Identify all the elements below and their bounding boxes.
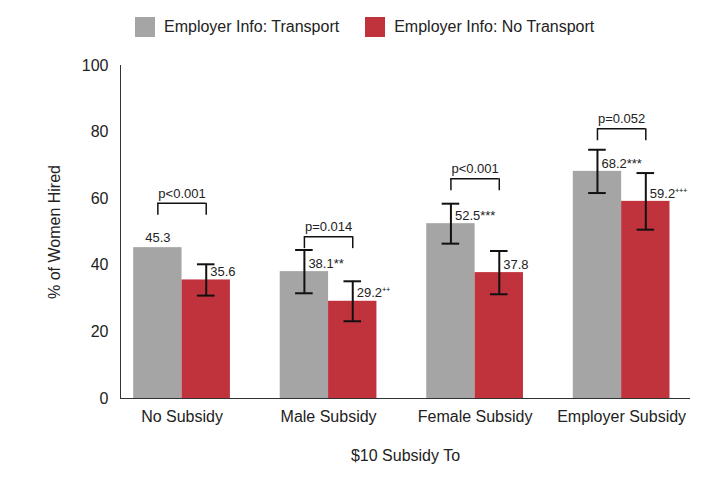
svg-text:40: 40 [91,256,109,273]
svg-text:Employer Subsidy: Employer Subsidy [557,408,686,425]
svg-text:80: 80 [91,123,109,140]
svg-text:Female Subsidy: Female Subsidy [418,408,533,425]
svg-text:45.3: 45.3 [145,230,170,245]
svg-text:100: 100 [82,57,109,74]
svg-text:No Subsidy: No Subsidy [141,408,223,425]
svg-text:p=0.014: p=0.014 [305,219,352,234]
html-text:Employer Info: No Transport: Employer Info: No Transport [394,18,595,35]
svg-text:$10 Subsidy To: $10 Subsidy To [351,447,460,464]
svg-text:% of Women Hired: % of Women Hired [46,165,63,299]
svg-text:p=0.052: p=0.052 [598,111,645,126]
svg-text:37.8: 37.8 [503,257,528,272]
svg-text:Male Subsidy: Male Subsidy [281,408,377,425]
svg-text:29.2⁺⁺: 29.2⁺⁺ [357,285,390,300]
svg-text:59.2⁺⁺⁺: 59.2⁺⁺⁺ [650,186,687,201]
svg-text:52.5***: 52.5*** [455,208,495,223]
svg-text:p<0.001: p<0.001 [158,186,205,201]
svg-text:0: 0 [100,390,109,407]
svg-text:68.2***: 68.2*** [601,156,641,171]
svg-text:p<0.001: p<0.001 [451,161,498,176]
svg-text:35.6: 35.6 [210,264,235,279]
svg-text:20: 20 [91,323,109,340]
svg-text:60: 60 [91,190,109,207]
svg-text:38.1**: 38.1** [308,256,343,271]
html-text:Employer Info: Transport: Employer Info: Transport [164,18,340,35]
